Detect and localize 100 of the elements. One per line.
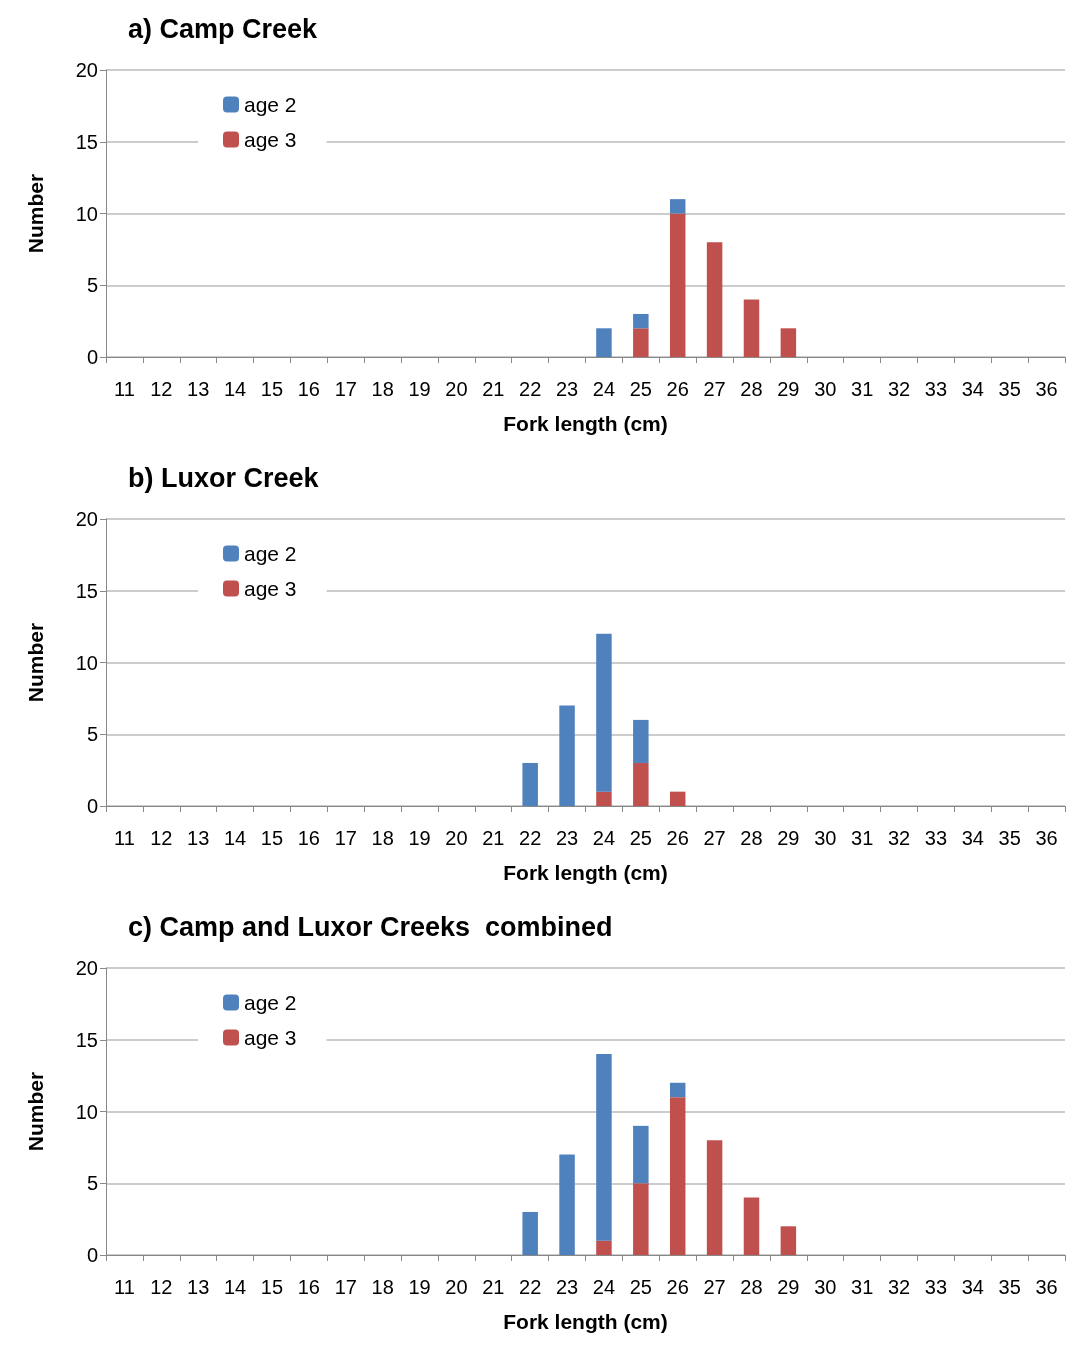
bar	[669, 791, 686, 806]
legend-label: age 3	[244, 128, 297, 151]
bar	[559, 705, 575, 806]
bar	[669, 1082, 686, 1098]
bar	[633, 1183, 649, 1255]
legend-label: age 2	[244, 542, 297, 565]
x-tick-label: 26	[666, 827, 689, 849]
x-tick-label: 25	[629, 827, 652, 849]
x-tick-label: 24	[592, 378, 616, 400]
bar	[596, 791, 612, 806]
chart-title: a) Camp Creek	[128, 13, 319, 44]
x-tick-label: 26	[666, 1276, 689, 1298]
x-tick-label: 17	[334, 827, 357, 849]
x-tick-label: 20	[445, 827, 468, 849]
x-tick-label: 31	[851, 1276, 874, 1298]
x-tick-label: 29	[777, 827, 800, 849]
x-tick-label: 35	[998, 827, 1021, 849]
x-tick-label: 16	[297, 1276, 320, 1298]
bar	[780, 1226, 797, 1255]
x-tick-label: 15	[260, 378, 284, 400]
y-tick-label: 20	[75, 957, 98, 979]
x-tick-label: 18	[371, 827, 394, 849]
x-tick-label: 30	[814, 1276, 837, 1298]
x-tick-label: 32	[887, 1276, 911, 1298]
bar	[743, 1197, 760, 1255]
bar	[669, 213, 686, 357]
x-tick-label: 29	[777, 378, 800, 400]
x-tick-label: 35	[998, 378, 1021, 400]
y-tick-label: 15	[75, 1028, 98, 1051]
x-tick-label: 19	[408, 378, 431, 400]
y-tick-label: 20	[75, 508, 98, 530]
legend-label: age 3	[244, 577, 297, 600]
x-tick-label: 22	[519, 827, 542, 849]
y-tick-label: 15	[75, 130, 98, 153]
bar	[780, 328, 797, 357]
x-tick-label: 20	[445, 378, 468, 400]
y-tick-label: 5	[86, 274, 98, 297]
bar	[596, 328, 612, 357]
x-axis-title: Fork length (cm)	[503, 412, 668, 435]
x-tick-label: 22	[519, 1276, 542, 1298]
x-tick-label: 27	[703, 1276, 726, 1298]
legend-label: age 3	[244, 1026, 297, 1049]
x-tick-label: 17	[334, 1276, 357, 1298]
x-tick-label: 16	[297, 378, 320, 400]
bar	[633, 1125, 649, 1184]
y-tick-label: 10	[75, 651, 98, 674]
bar	[596, 1240, 612, 1255]
x-tick-label: 28	[740, 827, 763, 849]
x-tick-label: 25	[629, 378, 652, 400]
x-tick-label: 11	[114, 1276, 135, 1298]
x-tick-label: 33	[924, 378, 948, 400]
x-tick-label: 28	[740, 1276, 763, 1298]
x-tick-label: 22	[519, 378, 542, 400]
x-tick-label: 32	[887, 378, 911, 400]
x-tick-label: 12	[150, 378, 173, 400]
x-tick-label: 34	[961, 827, 984, 849]
bar	[633, 328, 649, 357]
x-tick-label: 21	[482, 1276, 505, 1298]
x-axis-title: Fork length (cm)	[503, 1310, 668, 1333]
y-tick-label: 10	[75, 1100, 98, 1123]
x-tick-label: 17	[334, 378, 357, 400]
x-tick-label: 19	[408, 827, 431, 849]
bar	[743, 299, 760, 357]
bar	[633, 313, 649, 329]
y-axis-title: Number	[24, 622, 47, 703]
bar	[633, 762, 649, 806]
x-tick-label: 24	[592, 1276, 616, 1298]
x-tick-label: 19	[408, 1276, 431, 1298]
x-tick-label: 29	[777, 1276, 800, 1298]
y-tick-label: 0	[86, 346, 98, 368]
y-tick-label: 5	[86, 723, 98, 746]
legend-label: age 2	[244, 991, 297, 1014]
legend-label: age 2	[244, 93, 297, 116]
y-axis-title: Number	[24, 1071, 47, 1152]
x-tick-label: 36	[1035, 378, 1058, 400]
x-tick-label: 35	[998, 1276, 1021, 1298]
y-tick-label: 15	[75, 579, 98, 602]
x-tick-label: 24	[592, 827, 616, 849]
bar	[596, 633, 612, 792]
bar	[633, 719, 649, 763]
bar	[706, 242, 723, 357]
x-tick-label: 32	[887, 827, 911, 849]
x-tick-label: 16	[297, 827, 320, 849]
x-tick-label: 23	[555, 827, 579, 849]
x-tick-label: 26	[666, 378, 689, 400]
x-tick-label: 18	[371, 1276, 394, 1298]
x-tick-label: 14	[223, 827, 247, 849]
x-tick-label: 14	[223, 378, 247, 400]
y-tick-label: 0	[86, 795, 98, 817]
y-tick-label: 5	[86, 1172, 98, 1195]
x-tick-label: 27	[703, 827, 726, 849]
y-tick-label: 20	[75, 59, 98, 81]
x-tick-label: 21	[482, 378, 505, 400]
y-tick-label: 0	[86, 1244, 98, 1266]
bar	[522, 1211, 538, 1255]
x-tick-label: 13	[187, 1276, 210, 1298]
x-tick-label: 20	[445, 1276, 468, 1298]
bar	[522, 762, 538, 806]
x-tick-label: 25	[629, 1276, 652, 1298]
x-tick-label: 12	[150, 1276, 173, 1298]
